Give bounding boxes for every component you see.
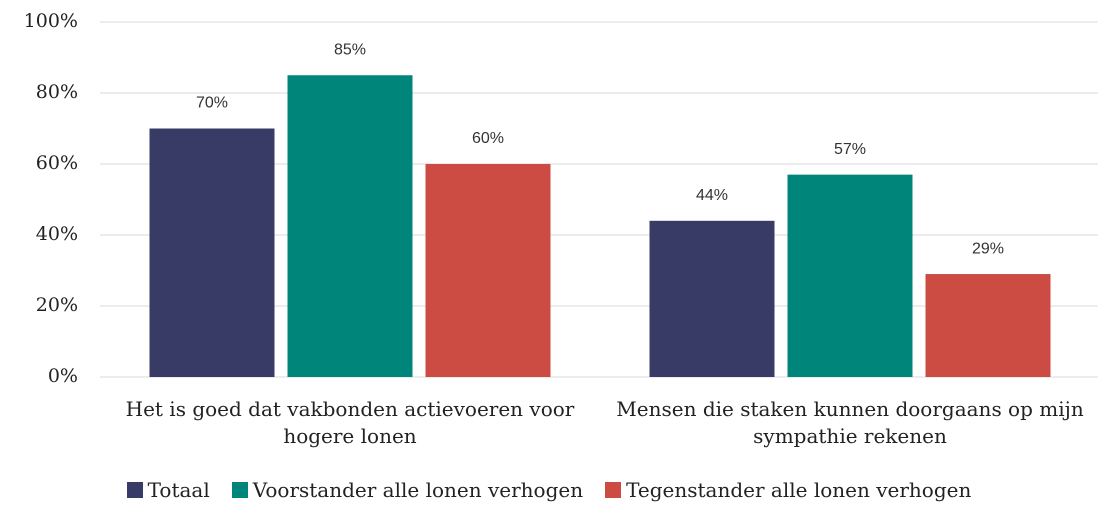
legend: Totaal Voorstander alle lonen verhogen Teg… — [0, 478, 1098, 502]
value-label: 44% — [696, 187, 728, 204]
legend-label: Totaal — [147, 478, 210, 502]
x-tick-label: Mensen die staken kunnen doorgaans op mi… — [616, 397, 1084, 448]
bar — [787, 174, 913, 377]
value-label: 29% — [972, 240, 1004, 257]
legend-label: Tegenstander alle lonen verhogen — [626, 478, 972, 502]
bar — [149, 128, 275, 377]
legend-swatch — [605, 482, 622, 498]
legend-item: Totaal — [126, 478, 210, 502]
y-tick-label: 40% — [36, 223, 78, 245]
x-tick-label: Het is goed dat vakbonden actievoeren vo… — [125, 397, 575, 448]
y-tick-label: 20% — [36, 294, 78, 316]
legend-swatch — [126, 482, 143, 498]
legend-item: Tegenstander alle lonen verhogen — [605, 478, 971, 502]
value-label: 85% — [334, 41, 366, 58]
y-tick-label: 60% — [36, 152, 78, 174]
bar — [649, 220, 775, 377]
bar — [925, 274, 1051, 377]
legend-label: Voorstander alle lonen verhogen — [252, 478, 584, 502]
y-tick-label: 80% — [36, 81, 78, 103]
value-label: 60% — [472, 130, 504, 147]
legend-item: Voorstander alle lonen verhogen — [231, 478, 584, 502]
chart: 0% 20% 40% 60% 80% 100% 70% 85% 60% 44% 57% 29% — [24, 10, 1098, 387]
y-tick-label: 100% — [24, 10, 78, 32]
bar — [425, 164, 551, 377]
bar — [287, 75, 413, 377]
y-tick-label: 0% — [48, 365, 78, 387]
legend-swatch — [231, 482, 248, 498]
value-label: 57% — [834, 141, 866, 158]
value-label: 70% — [196, 95, 228, 112]
